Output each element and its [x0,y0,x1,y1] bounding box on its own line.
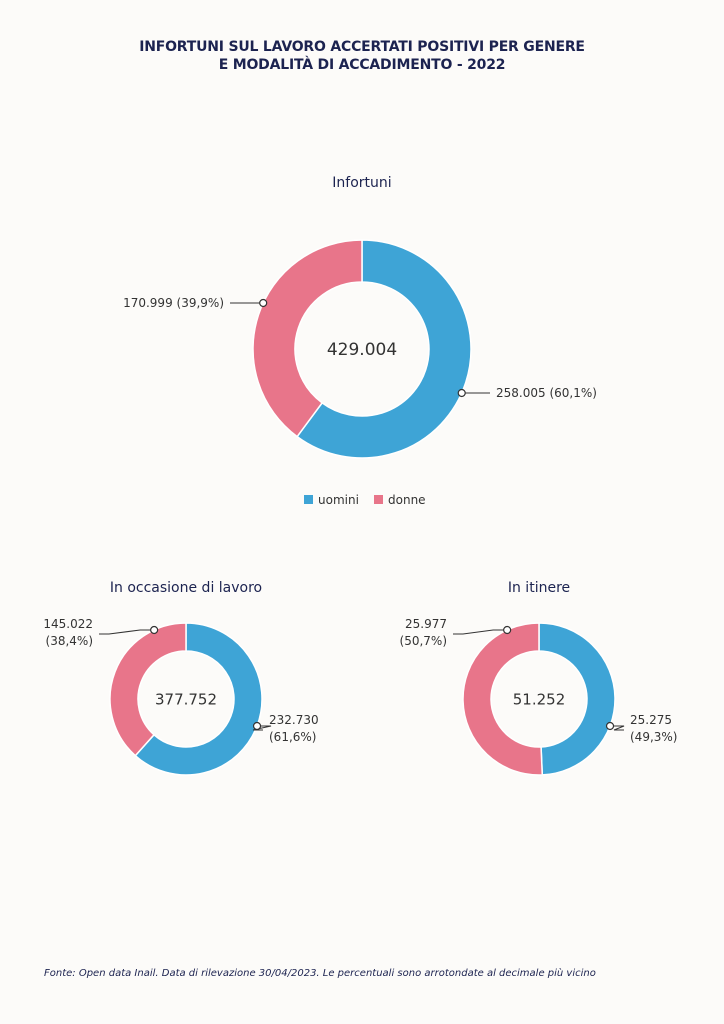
chart-3-title: In itinere [508,580,570,596]
leader-dot-donne [259,298,268,308]
leader-dot-uomini [457,388,466,398]
slice-donne [462,622,544,776]
legend-swatch-donne [374,495,383,504]
leader-line-donne [453,629,508,635]
legend-swatch-uomini [304,495,313,504]
center-total: 51.252 [513,690,566,708]
chart-1-title: Infortuni [332,175,391,191]
source-note: Fonte: Open data Inail. Data di rilevazi… [44,968,596,979]
data-label-uomini-pct: (49,3%) [630,730,677,744]
leader-dot-uomini [605,721,615,731]
leader-line-uomini [610,725,625,731]
center-total: 429.004 [327,340,397,360]
chart-title: INFORTUNI SUL LAVORO ACCERTATI POSITIVI … [0,38,724,74]
slice-uomini [538,622,616,776]
slice-uomini [134,622,263,776]
data-label-uomini-value: 25.275 [630,713,672,727]
center-total: 377.752 [155,690,217,708]
slice-donne [109,622,187,757]
data-label-donne-pct: (50,7%) [400,634,447,648]
leader-dot-donne [150,625,159,635]
legend-label-uomini: uomini [318,493,359,507]
leader-line-uomini [252,725,272,731]
legend-label-donne: donne [388,493,426,507]
data-label-donne-value: 145.022 [43,617,93,631]
data-label-uomini-value: 232.730 [269,713,319,727]
chart-2-title: In occasione di lavoro [110,580,262,596]
slice-donne [252,239,363,438]
data-label-uomini-pct: (61,6%) [269,730,316,744]
data-label-donne-pct: (38,4%) [46,634,93,648]
chart-title-line-1: INFORTUNI SUL LAVORO ACCERTATI POSITIVI … [139,39,585,55]
leader-dot-uomini [252,721,262,731]
data-label-uomini: 258.005 (60,1%) [496,386,597,400]
slice-uomini [296,239,472,459]
leader-line-donne [99,629,155,635]
leader-dot-donne [503,625,512,635]
chart-title-line-2: E MODALITÀ DI ACCADIMENTO - 2022 [218,57,506,73]
data-label-donne: 170.999 (39,9%) [123,296,224,310]
data-label-donne-value: 25.977 [405,617,447,631]
